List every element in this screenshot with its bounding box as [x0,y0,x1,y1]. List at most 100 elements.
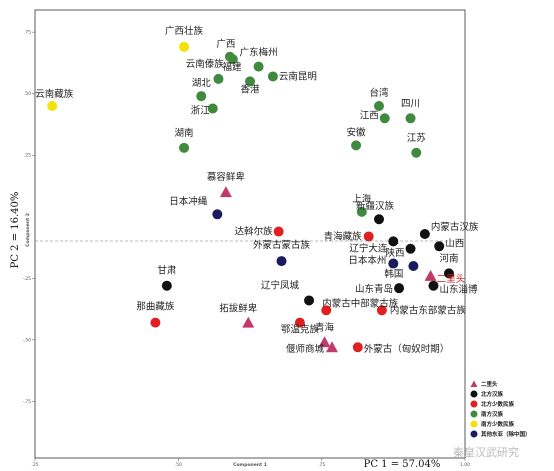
point-label: 外蒙古蒙古族 [253,239,311,251]
point-label: 云南傣族 [186,58,225,70]
point-label: 香港 [240,83,260,95]
data-point [388,258,399,269]
data-point [428,280,439,291]
data-point [227,54,238,65]
data-point [405,243,416,254]
data-point [294,317,305,328]
point-label: 江西 [360,110,379,121]
y-tick-label: .25 [24,153,31,159]
data-point [321,305,332,316]
point-label: 浙江 [191,104,211,116]
x-axis-small-title: Component 1 [233,462,267,468]
point-label: 江苏 [407,132,427,144]
point-label: 甘肃 [157,265,176,277]
data-point [374,214,384,225]
data-point [376,305,387,316]
point-label: 广东梅州 [240,47,278,59]
point-label: 上海 [352,193,372,205]
point-label: 湖南 [175,127,194,139]
point-label: 河南 [439,252,458,264]
point-label: 福建 [222,61,242,73]
point-label: 山东淄博 [439,284,478,296]
point-label: 内蒙古汉族 [431,221,479,233]
point-label: 广西壮族 [165,25,204,37]
point-label: 山西 [445,238,464,249]
point-label: 日本冲绳 [169,195,208,207]
y-axis-title: PC 2 = 16.40% [10,192,21,269]
plot-frame [34,9,466,459]
point-label: 内蒙古中部蒙古族 [322,297,399,309]
legend-label: 北方少数民族 [481,400,515,408]
point-label: 外蒙古（匈奴时期） [364,343,450,355]
data-point [245,76,255,87]
data-point [161,280,172,291]
data-point-triangle [242,316,255,328]
data-point [443,268,454,279]
x-axis-title: PC 1 = 57.04% [364,459,441,470]
data-point [213,73,224,84]
data-point [388,236,399,247]
data-point [434,241,445,252]
point-label: 鄂温克族 [281,324,320,336]
data-point [150,317,161,328]
data-point [394,283,405,294]
point-label: 台湾 [369,87,389,99]
y-tick-label: -.25 [22,276,31,282]
data-point-triangle [219,186,232,198]
data-point [374,101,384,111]
legend-marker [470,420,478,428]
x-tick-label: .25 [31,462,38,468]
data-point [273,226,284,237]
y-axis-small-title: Component 2 [25,213,31,247]
point-label: 陕西 [386,247,405,259]
point-label: 四川 [401,98,420,109]
x-tick-label: 1.00 [460,462,470,468]
legend-label: 南方少数民族 [481,420,515,428]
point-label: 偃师商城 [286,343,325,355]
data-point [47,101,58,111]
point-label: 湖北 [192,78,212,89]
point-label: 慕容鲜卑 [207,171,246,183]
data-point [304,295,315,306]
x-tick-label: .50 [175,462,182,468]
y-tick-label: .75 [24,30,31,36]
data-point [276,256,287,267]
legend-marker [470,380,478,387]
data-point [379,113,390,124]
data-points [47,41,454,353]
data-point [253,61,264,72]
point-label: 山东青岛 [355,283,393,295]
point-label: 内蒙古东部蒙古族 [390,304,467,316]
data-point [207,103,218,114]
data-point-triangle [325,341,338,353]
point-label: 拓拔鲜卑 [219,303,258,315]
legend-label: 二里头 [481,380,498,388]
data-point [363,231,374,242]
x-tick-label: .75 [318,462,325,468]
legend-label: 北方汉族 [481,390,504,398]
data-point [352,342,363,353]
data-point [419,229,430,239]
point-label: 青海藏族 [324,230,363,242]
point-label: 那曲藏族 [136,301,175,313]
watermark: 秦皇汉武研究 [453,445,519,459]
data-point [212,209,223,220]
point-label: 云南昆明 [279,70,317,82]
data-point [411,147,422,158]
point-label: 云南藏族 [35,88,74,100]
point-label: 青海 [315,321,335,333]
point-label: 新疆汉族 [356,200,395,212]
legend-marker [470,430,478,438]
legend-marker [470,410,478,418]
data-point [179,41,190,52]
legend-marker [470,400,478,408]
legend-label: 其他东亚（除中国） [481,430,531,438]
data-point [179,142,190,153]
legend-label: 南方汉族 [481,410,504,418]
data-point [408,261,419,271]
point-label: 韩国 [384,268,403,280]
data-point [405,113,416,124]
y-tick-label: -.75 [22,399,31,405]
